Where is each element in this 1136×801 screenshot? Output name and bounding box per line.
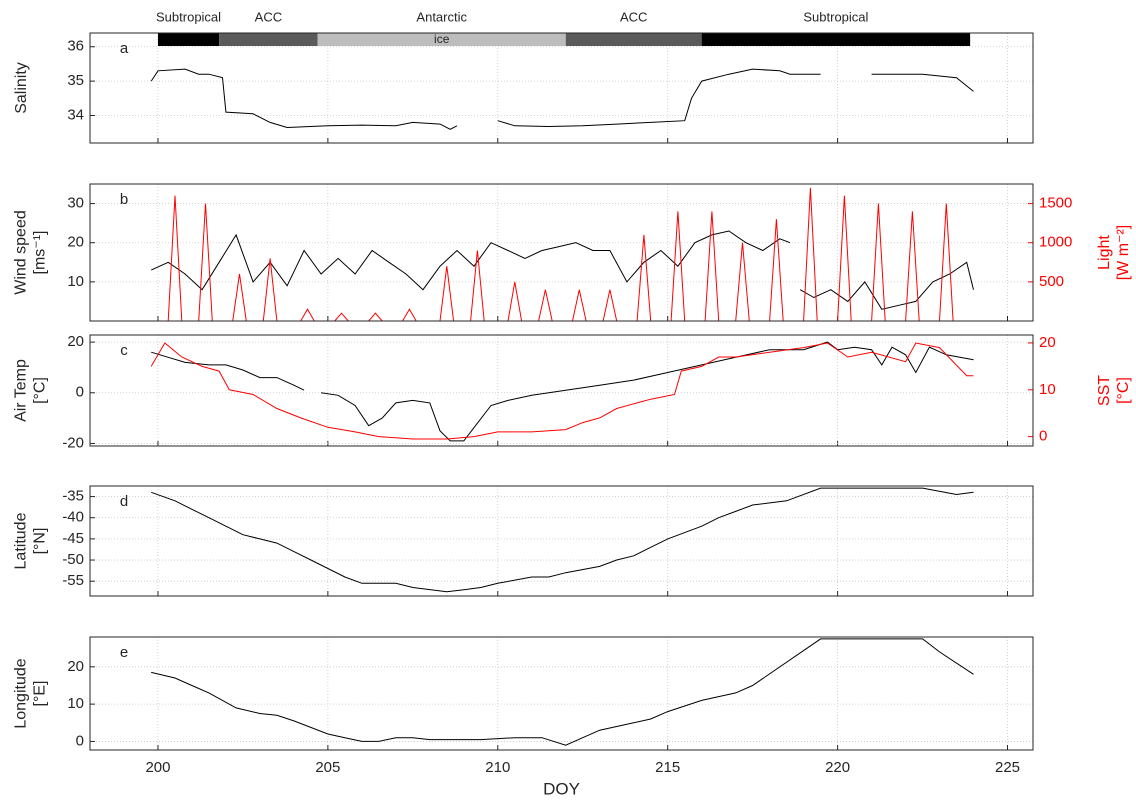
region-bar <box>565 33 702 46</box>
x-tick-label: 210 <box>485 759 510 776</box>
y-tick-label: 20 <box>67 658 84 675</box>
region-note: ice <box>434 32 450 46</box>
y-tick-label: -20 <box>62 434 84 451</box>
data-line <box>150 342 974 440</box>
x-axis-label: DOY <box>543 779 580 798</box>
x-tick-label: 215 <box>655 759 680 776</box>
x-tick-label: 225 <box>995 759 1020 776</box>
y-tick-label: -55 <box>62 572 84 589</box>
axes-frame <box>89 485 1034 597</box>
region-bar <box>157 33 220 46</box>
x-tick-label: 200 <box>145 759 170 776</box>
y-axis-label: Air Temp <box>13 359 30 422</box>
region-label: ACC <box>620 9 647 24</box>
axes-frame <box>89 183 1034 322</box>
region-bar <box>317 33 566 46</box>
y-tick-label: -35 <box>62 488 84 505</box>
y-axis-label: [°N] <box>32 528 49 555</box>
axes-frame <box>89 32 1034 144</box>
y2-tick-label: 1500 <box>1039 195 1072 212</box>
y-axis-label: [°C] <box>32 377 49 404</box>
x-tick-label: 220 <box>825 759 850 776</box>
y-tick-label: 20 <box>67 333 84 350</box>
region-label: Antarctic <box>416 9 467 24</box>
y2-axis-label: [°C] <box>1115 377 1132 404</box>
region-bar <box>219 33 318 46</box>
y-axis-label: Longitude <box>13 658 30 728</box>
panel-label: b <box>120 191 128 208</box>
region-label: Subtropical <box>156 9 221 24</box>
y2-axis-label: [W m⁻²] <box>1115 225 1132 281</box>
y2-tick-label: 500 <box>1039 273 1064 290</box>
y2-tick-label: 20 <box>1039 334 1056 351</box>
data-line <box>150 230 974 310</box>
y-axis-label: Salinity <box>13 62 30 114</box>
y2-axis-label: SST <box>1096 375 1113 406</box>
y-axis-label: [°E] <box>32 681 49 707</box>
y-tick-label: 10 <box>67 273 84 290</box>
y-tick-label: 0 <box>76 732 84 749</box>
y-tick-label: 10 <box>67 695 84 712</box>
y-tick-label: 35 <box>67 72 84 89</box>
y-axis-label: Latitude <box>13 512 30 569</box>
y-tick-label: 34 <box>67 106 84 123</box>
y-tick-label: -40 <box>62 509 84 526</box>
data-line <box>100 187 977 322</box>
y2-tick-label: 0 <box>1039 428 1047 445</box>
y-tick-label: 30 <box>67 195 84 212</box>
y2-tick-label: 1000 <box>1039 234 1072 251</box>
y-tick-label: 0 <box>76 384 84 401</box>
data-line <box>150 68 974 130</box>
panel-label: a <box>120 40 129 57</box>
y-axis-label: [ms⁻¹] <box>32 231 49 275</box>
axes-frame <box>89 334 1034 447</box>
y-axis-label: Wind speed <box>13 210 30 295</box>
y-tick-label: -45 <box>62 530 84 547</box>
y-tick-label: 20 <box>67 234 84 251</box>
region-label: ACC <box>255 9 282 24</box>
panel-label: d <box>120 493 128 510</box>
x-tick-label: 205 <box>315 759 340 776</box>
y-tick-label: 36 <box>67 38 84 55</box>
data-line <box>151 487 974 593</box>
panel-label: e <box>120 644 128 661</box>
y-tick-label: -50 <box>62 551 84 568</box>
y2-axis-label: Light <box>1096 235 1113 270</box>
data-line <box>151 638 974 746</box>
panel-label: c <box>120 342 128 359</box>
axes-frame <box>89 636 1034 751</box>
region-label: Subtropical <box>803 9 868 24</box>
region-bar <box>701 33 971 46</box>
y2-tick-label: 10 <box>1039 381 1056 398</box>
